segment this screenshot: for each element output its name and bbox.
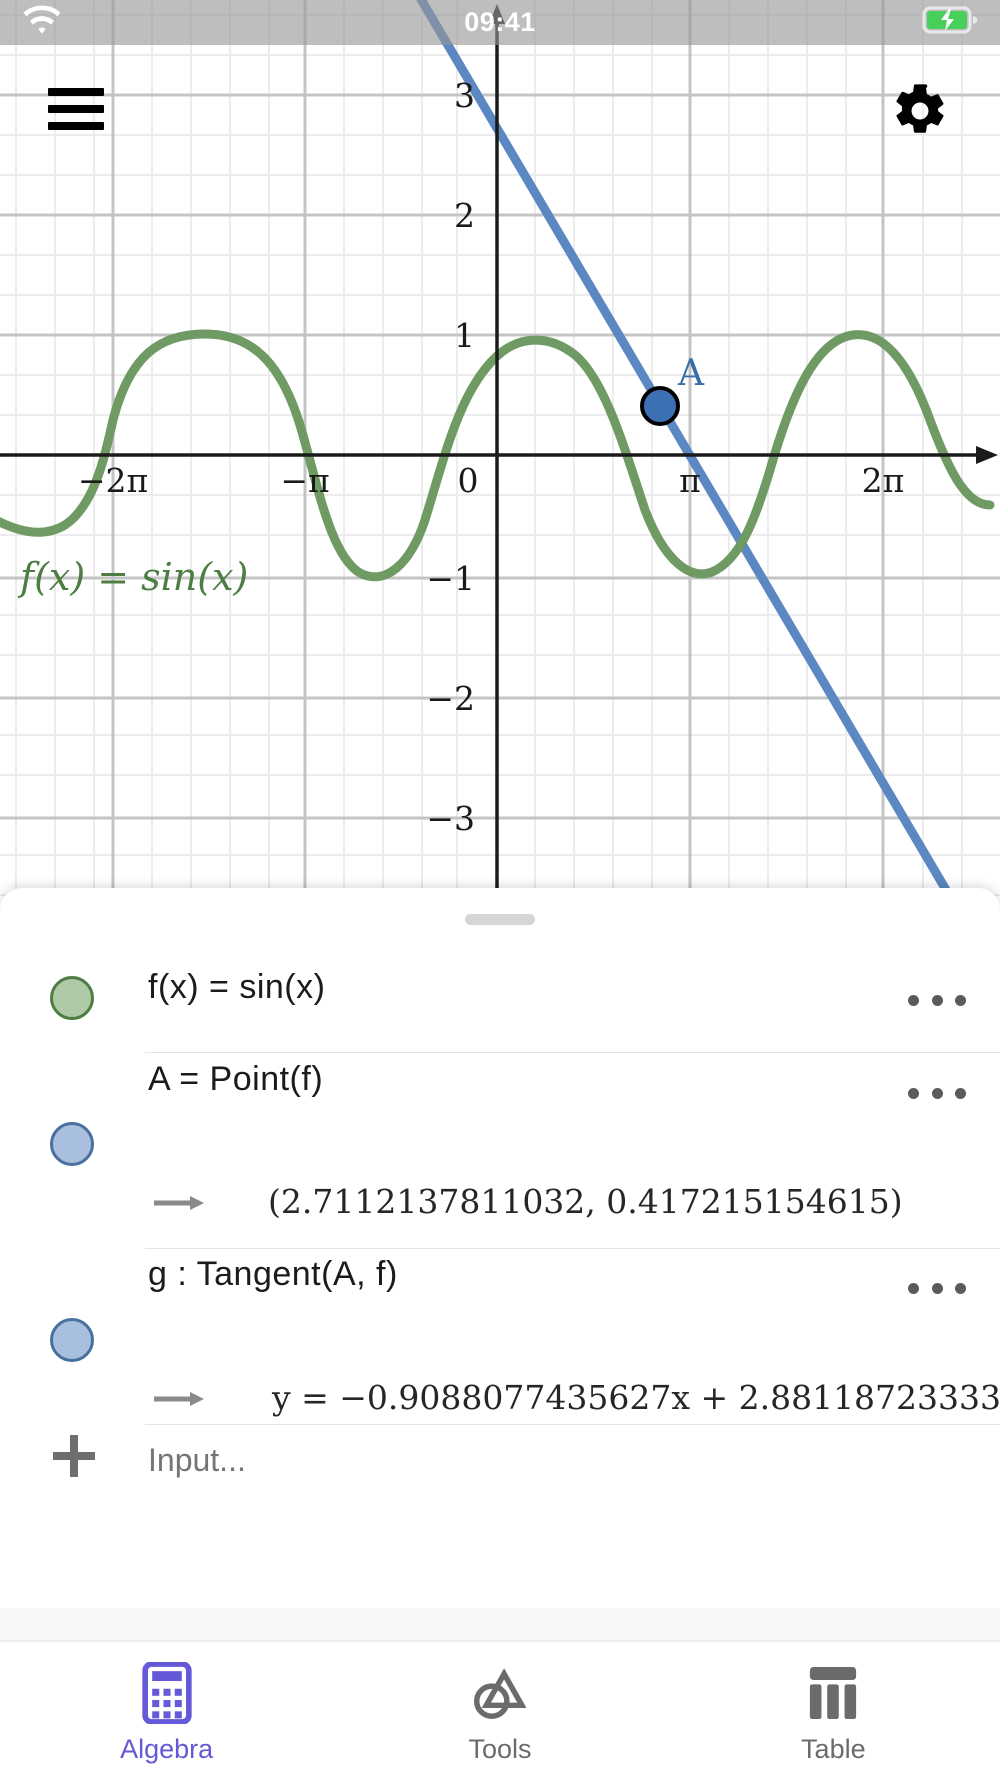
grid-minor xyxy=(0,0,1000,900)
y-tick-label: 1 xyxy=(454,316,475,355)
row-menu-tangent[interactable] xyxy=(908,1273,966,1303)
menu-bar-1 xyxy=(48,88,104,96)
function-label-f[interactable]: f(x) = sin(x) xyxy=(17,555,248,599)
expression-input[interactable] xyxy=(148,1438,908,1482)
value-arrow-icon xyxy=(154,1392,204,1406)
wifi-icon xyxy=(22,5,62,40)
y-tick-label: 2 xyxy=(454,196,475,235)
x-axis-tick-labels: −2π −π 0 π 2π xyxy=(78,461,905,500)
graph-canvas[interactable]: −2π −π 0 π 2π 3 2 1 −1 −2 −3 A f(x) = si… xyxy=(0,0,1000,900)
graphics-view[interactable]: −2π −π 0 π 2π 3 2 1 −1 −2 −3 A f(x) = si… xyxy=(0,0,1000,900)
point-a[interactable] xyxy=(640,386,680,426)
calculator-icon xyxy=(141,1661,192,1724)
row-color-marker-blue[interactable] xyxy=(50,1318,94,1362)
y-tick-label: 3 xyxy=(454,76,475,115)
dot xyxy=(931,1087,943,1099)
x-tick-label: −2π xyxy=(78,461,148,500)
dot xyxy=(931,1282,943,1294)
row-menu-function[interactable] xyxy=(908,985,966,1015)
row-expression-tangent[interactable]: g : Tangent(A, f) xyxy=(148,1255,398,1293)
battery-glyph xyxy=(922,6,978,34)
x-tick-label: 0 xyxy=(458,461,479,500)
value-arrow-icon xyxy=(154,1196,204,1210)
row-color-marker-green[interactable] xyxy=(50,976,94,1020)
menu-bar-3 xyxy=(48,122,104,130)
row-value-tangent[interactable]: y = −0.9088077435627x + 2.8811872333356 xyxy=(272,1378,1000,1417)
dot xyxy=(955,994,966,1006)
status-bar: 09:41 xyxy=(0,0,1000,45)
x-tick-label: −π xyxy=(280,461,329,500)
dot xyxy=(908,1087,919,1099)
wifi-glyph xyxy=(23,5,61,34)
x-tick-label: π xyxy=(679,461,701,500)
tab-tools[interactable]: Tools xyxy=(333,1642,666,1778)
plus-icon[interactable] xyxy=(50,1432,98,1480)
row-separator xyxy=(145,1248,1000,1249)
row-expression-point[interactable]: A = Point(f) xyxy=(148,1060,324,1098)
panel-bottom-gap xyxy=(0,1608,1000,1642)
battery-charging-icon xyxy=(922,5,978,40)
dot xyxy=(955,1087,966,1099)
y-tick-label: −1 xyxy=(426,559,475,598)
table-icon xyxy=(810,1666,857,1719)
dot xyxy=(908,1282,919,1294)
row-separator xyxy=(145,1424,1000,1425)
y-axis-tick-labels: 3 2 1 −1 −2 −3 xyxy=(426,76,475,838)
tab-label-tools: Tools xyxy=(468,1733,532,1764)
gear-icon[interactable] xyxy=(890,82,950,140)
bottom-navigation[interactable]: Algebra Tools Table xyxy=(0,1640,1000,1778)
dot xyxy=(955,1282,966,1294)
row-menu-point[interactable] xyxy=(908,1078,966,1108)
dot xyxy=(908,994,919,1006)
tab-label-table: Table xyxy=(801,1733,866,1764)
point-a-label: A xyxy=(677,353,705,394)
y-tick-label: −2 xyxy=(426,679,475,718)
x-tick-label: 2π xyxy=(862,461,905,500)
hamburger-menu-icon[interactable] xyxy=(48,88,104,130)
tools-icon xyxy=(473,1667,526,1719)
status-bar-clock: 09:41 xyxy=(464,7,536,37)
dot xyxy=(931,994,943,1006)
panel-drag-handle[interactable] xyxy=(465,914,535,925)
menu-bar-2 xyxy=(48,105,104,113)
row-expression-function[interactable]: f(x) = sin(x) xyxy=(148,968,326,1006)
tab-algebra[interactable]: Algebra xyxy=(0,1642,333,1778)
tab-table[interactable]: Table xyxy=(667,1642,1000,1778)
row-value-point[interactable]: (2.7112137811032, 0.417215154615) xyxy=(268,1182,903,1221)
gear-glyph xyxy=(896,84,944,133)
y-tick-label: −3 xyxy=(426,799,475,838)
row-separator xyxy=(145,1052,1000,1053)
row-color-marker-blue[interactable] xyxy=(50,1122,94,1166)
tab-label-algebra: Algebra xyxy=(120,1733,214,1764)
